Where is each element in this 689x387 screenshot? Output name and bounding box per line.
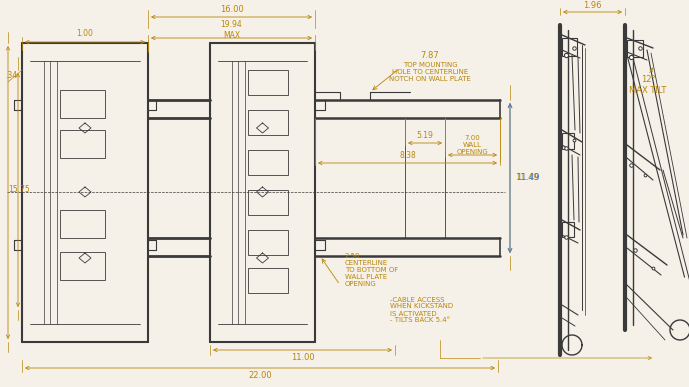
- Bar: [562, 222, 574, 237]
- Bar: [60, 130, 105, 158]
- Bar: [248, 190, 288, 215]
- Text: 15.75: 15.75: [8, 185, 30, 195]
- Bar: [248, 70, 288, 95]
- Text: .34: .34: [5, 70, 17, 79]
- Text: 12°
MAX TILT: 12° MAX TILT: [629, 75, 667, 95]
- Text: 11.49: 11.49: [515, 173, 539, 183]
- Bar: [562, 38, 577, 56]
- Text: 16.00: 16.00: [220, 5, 243, 14]
- Bar: [248, 230, 288, 255]
- Bar: [248, 110, 288, 135]
- Text: 1.00: 1.00: [76, 29, 94, 38]
- Bar: [60, 90, 105, 118]
- Text: 11.49: 11.49: [516, 173, 539, 183]
- Text: 11.00: 11.00: [291, 353, 314, 361]
- Text: 7.00
WALL
OPENING: 7.00 WALL OPENING: [457, 135, 489, 155]
- Text: 2.50
CENTERLINE
TO BOTTOM OF
WALL PLATE
OPENING: 2.50 CENTERLINE TO BOTTOM OF WALL PLATE …: [345, 253, 398, 287]
- Text: 1.96: 1.96: [584, 0, 601, 10]
- Text: TOP MOUNTING
HOLE TO CENTERLINE
NOTCH ON WALL PLATE: TOP MOUNTING HOLE TO CENTERLINE NOTCH ON…: [389, 62, 471, 82]
- Text: 22.00: 22.00: [248, 370, 272, 380]
- Bar: [248, 268, 288, 293]
- Bar: [562, 133, 574, 149]
- Bar: [60, 252, 105, 280]
- Text: 5.19: 5.19: [417, 130, 433, 139]
- Bar: [627, 40, 643, 57]
- Text: 19.94
MAX: 19.94 MAX: [220, 20, 243, 40]
- Bar: [248, 150, 288, 175]
- Text: 8.38: 8.38: [399, 151, 416, 159]
- Text: -CABLE ACCESS
WHEN KICKSTAND
IS ACTIVATED
- TILTS BACK 5.4°: -CABLE ACCESS WHEN KICKSTAND IS ACTIVATE…: [390, 296, 453, 324]
- Bar: [60, 210, 105, 238]
- Text: 7.87: 7.87: [420, 50, 440, 60]
